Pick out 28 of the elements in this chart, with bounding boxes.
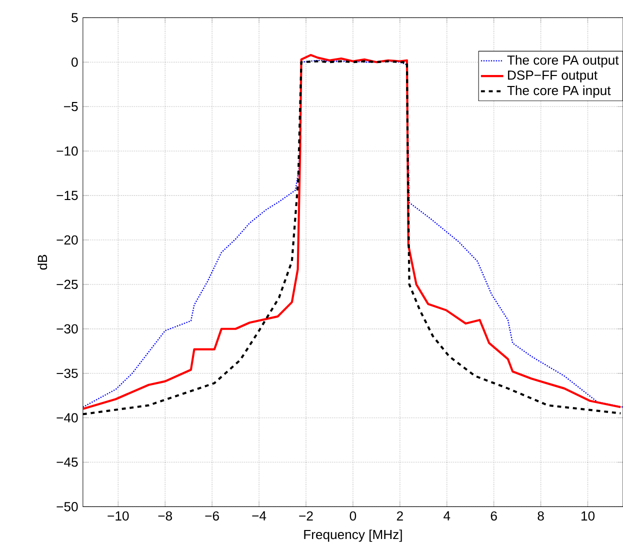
x-tick-label: −10 [108, 511, 129, 521]
x-tick-label: −8 [158, 511, 172, 521]
x-tick-label: 0 [350, 511, 356, 521]
y-tick-label: −40 [56, 413, 78, 422]
y-tick-label: −10 [56, 146, 78, 156]
legend-label: DSP−FF output [508, 70, 598, 82]
y-tick-label: −5 [64, 102, 78, 112]
y-tick-label: −25 [56, 280, 78, 289]
x-tick-label: −6 [205, 511, 219, 521]
x-tick-label: 4 [444, 511, 450, 520]
x-tick-label: 8 [538, 511, 544, 521]
y-tick-label: −50 [56, 502, 78, 512]
y-tick-label: 0 [72, 57, 78, 67]
x-axis-title: Frequency [MHz] [304, 530, 402, 542]
y-tick-label: −30 [56, 324, 78, 334]
legend-label: The core PA output [507, 55, 619, 68]
y-tick-label: −20 [56, 235, 78, 245]
x-tick-label: 6 [490, 511, 497, 521]
y-tick-label: −35 [56, 368, 78, 378]
x-tick-label: 10 [582, 511, 595, 521]
y-axis-title: dB [37, 254, 48, 270]
x-tick-label: −4 [252, 511, 266, 520]
y-tick-label: 5 [72, 13, 78, 22]
y-tick-label: −15 [56, 190, 78, 200]
y-tick-label: −45 [56, 458, 78, 467]
x-tick-label: 2 [396, 511, 403, 520]
legend-label: The core PA input [507, 85, 611, 98]
x-tick-label: −2 [299, 511, 313, 520]
